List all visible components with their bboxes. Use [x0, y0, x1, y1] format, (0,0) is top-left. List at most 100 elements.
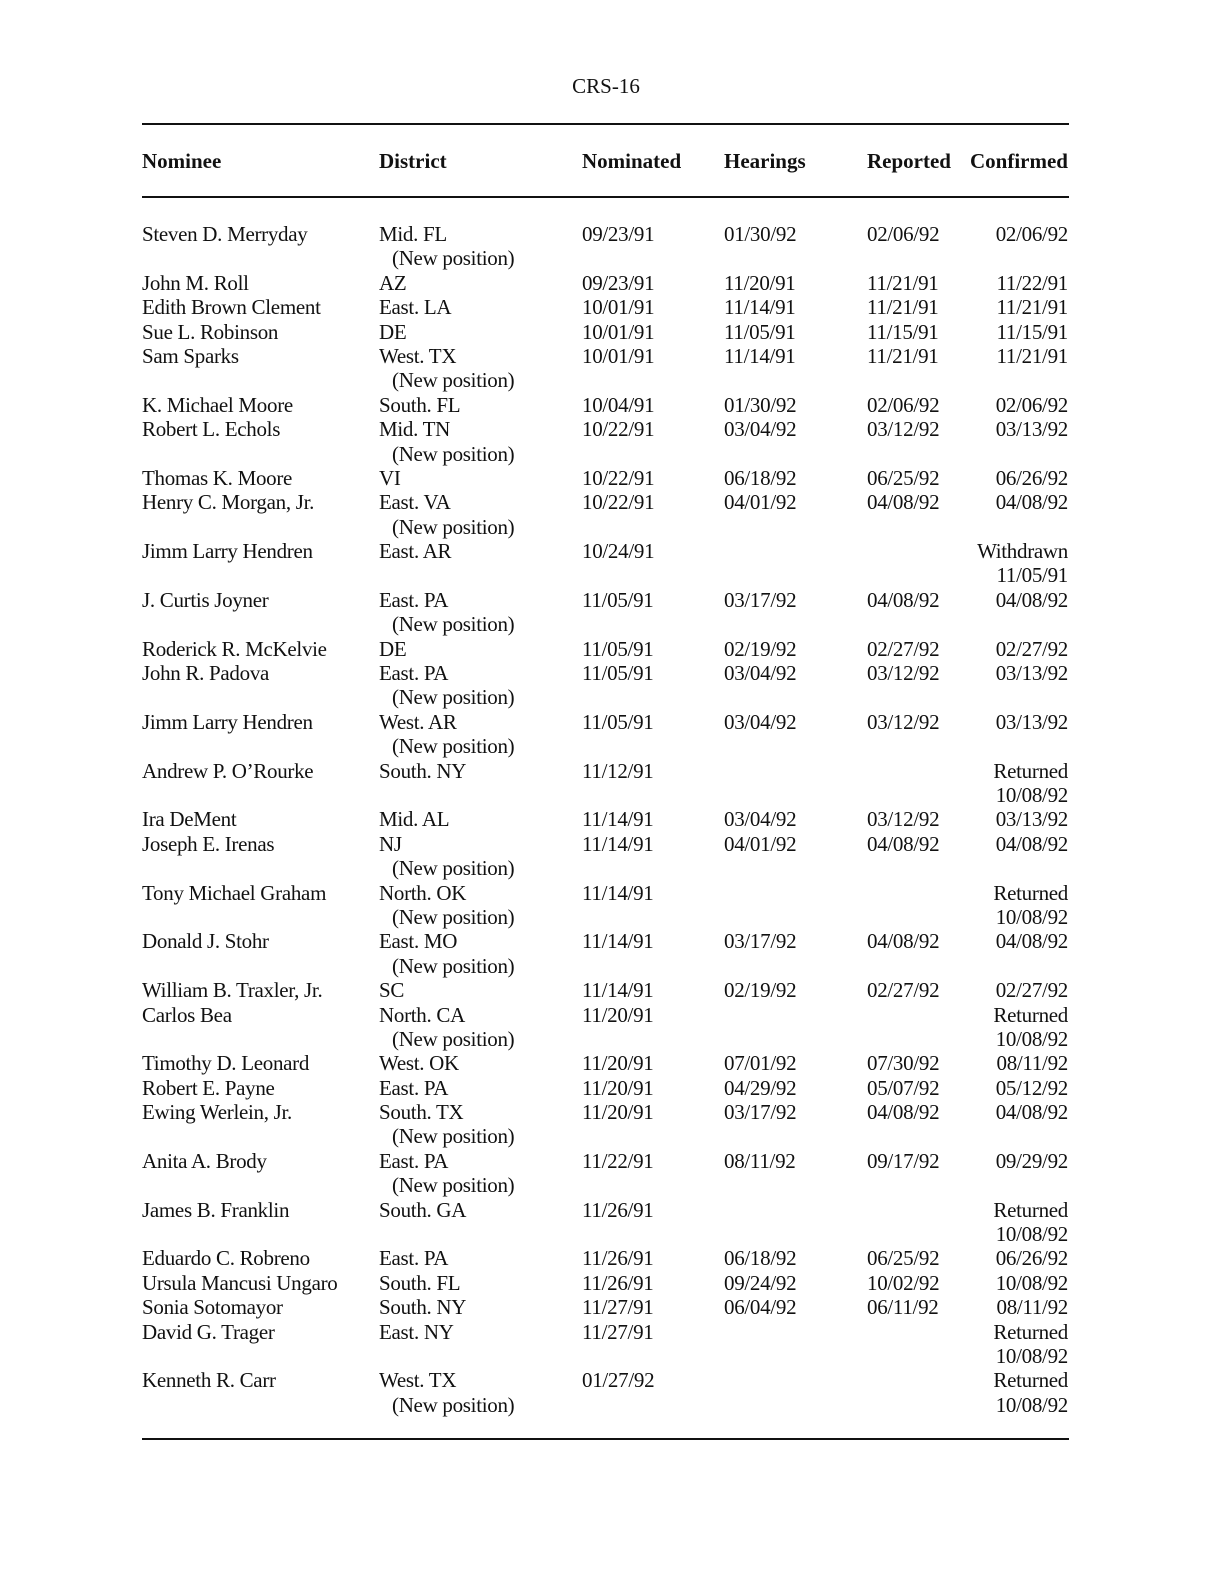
confirmed-status: Returned — [993, 1002, 1068, 1027]
table-row: J. Curtis Joyner East. PA 11/05/91 03/17/92… — [0, 588, 1224, 637]
table-row: Roderick R. McKelvie DE 11/05/91 02/19/92 02… — [0, 637, 1224, 661]
confirmed-status: 03/13/92 — [995, 807, 1069, 832]
table-row: Robert L. Echols Mid. TN 10/22/91 03/04/92 0… — [0, 417, 1224, 466]
table-row: Steven D. Merryday Mid. FL 09/23/91 01/30/9… — [0, 222, 1224, 271]
table-row: Edith Brown Clement East. LA 10/01/91 11/14… — [0, 295, 1224, 319]
hearings-date: 03/04/92 — [724, 661, 797, 686]
table-row: Thomas K. Moore VI 10/22/91 06/18/92 06/25/9… — [0, 466, 1224, 490]
nominee-name: Ira DeMent — [142, 807, 237, 832]
table-row: Kenneth R. Carr West. TX 01/27/92 Returned (… — [0, 1368, 1224, 1417]
top-rule — [142, 123, 1069, 125]
district: East. PA — [379, 1148, 449, 1173]
district: East. MO — [379, 929, 458, 954]
confirmed-status-date: 10/08/92 — [995, 1222, 1069, 1247]
nominated-date: 11/26/91 — [582, 1246, 654, 1271]
nominee-name: Sue L. Robinson — [142, 319, 279, 344]
confirmed-status: 10/08/92 — [995, 1270, 1069, 1295]
bottom-rule — [142, 1438, 1069, 1440]
hearings-date: 03/17/92 — [724, 1100, 797, 1125]
table-row: Robert E. Payne East. PA 11/20/91 04/29/92 0… — [0, 1076, 1224, 1100]
reported-date: 04/08/92 — [867, 587, 940, 612]
nominated-date: 10/22/91 — [582, 417, 655, 442]
table-row: David G. Trager East. NY 11/27/91 Returned 1… — [0, 1320, 1224, 1369]
table-row: John R. Padova East. PA 11/05/91 03/04/92 03… — [0, 661, 1224, 710]
hearings-date: 03/17/92 — [724, 929, 797, 954]
confirmed-status: 04/08/92 — [995, 831, 1069, 856]
table-row: Ewing Werlein, Jr. South. TX 11/20/91 03/17… — [0, 1100, 1224, 1149]
header-nominated: Nominated — [582, 149, 682, 173]
district: South. FL — [379, 392, 461, 417]
district: NJ — [379, 831, 402, 856]
district: West. AR — [379, 709, 457, 734]
table-row: Sonia Sotomayor South. NY 11/27/91 06/04/92… — [0, 1295, 1224, 1319]
district: East. PA — [379, 1246, 449, 1271]
position-note: (New position) — [392, 612, 515, 637]
nominee-name: Carlos Bea — [142, 1002, 232, 1027]
confirmed-status: 11/22/91 — [996, 270, 1069, 295]
nominee-name: J. Curtis Joyner — [142, 587, 269, 612]
nominee-name: Andrew P. O’Rourke — [142, 758, 314, 783]
district: AZ — [379, 270, 407, 295]
district: Mid. AL — [379, 807, 450, 832]
nominated-date: 10/01/91 — [582, 295, 655, 320]
confirmed-status: 02/27/92 — [995, 978, 1069, 1003]
reported-date: 09/17/92 — [867, 1148, 940, 1173]
district: North. OK — [379, 880, 467, 905]
district: East. AR — [379, 539, 452, 564]
table-row: Ira DeMent Mid. AL 11/14/91 03/04/92 03/12/9… — [0, 807, 1224, 831]
district: Mid. TN — [379, 417, 451, 442]
district: DE — [379, 636, 407, 661]
hearings-date: 06/18/92 — [724, 465, 797, 490]
nominee-name: K. Michael Moore — [142, 392, 293, 417]
nominee-name: Timothy D. Leonard — [142, 1051, 310, 1076]
reported-date: 11/15/91 — [867, 319, 939, 344]
confirmed-status: 08/11/92 — [996, 1051, 1069, 1076]
nominated-date: 11/05/91 — [582, 661, 654, 686]
nominee-name: Kenneth R. Carr — [142, 1368, 276, 1393]
nominee-name: William B. Traxler, Jr. — [142, 978, 323, 1003]
nominated-date: 11/14/91 — [582, 929, 654, 954]
position-note: (New position) — [392, 368, 515, 393]
reported-date: 06/11/92 — [867, 1295, 939, 1320]
reported-date: 06/25/92 — [867, 465, 940, 490]
table-row: James B. Franklin South. GA 11/26/91 Return… — [0, 1198, 1224, 1247]
table-row: Ursula Mancusi Ungaro South. FL 11/26/91 09… — [0, 1271, 1224, 1295]
district: South. GA — [379, 1197, 467, 1222]
reported-date: 11/21/91 — [867, 343, 939, 368]
confirmed-status-date: 10/08/92 — [995, 1026, 1069, 1051]
nominated-date: 11/26/91 — [582, 1197, 654, 1222]
header-hearings: Hearings — [724, 149, 806, 173]
reported-date: 11/21/91 — [867, 270, 939, 295]
hearings-date: 11/14/91 — [724, 295, 796, 320]
confirmed-status: 04/08/92 — [995, 587, 1069, 612]
confirmed-status: Returned — [993, 758, 1068, 783]
table-row: William B. Traxler, Jr. SC 11/14/91 02/19/9… — [0, 978, 1224, 1002]
nominated-date: 11/22/91 — [582, 1148, 654, 1173]
nominee-name: Steven D. Merryday — [142, 222, 308, 246]
reported-date: 04/08/92 — [867, 1100, 940, 1125]
table-row: Jimm Larry Hendren West. AR 11/05/91 03/04/… — [0, 710, 1224, 759]
hearings-date: 02/19/92 — [724, 636, 797, 661]
reported-date: 02/27/92 — [867, 636, 940, 661]
district: West. OK — [379, 1051, 459, 1076]
confirmed-status: 03/13/92 — [995, 661, 1069, 686]
district: DE — [379, 319, 407, 344]
confirmed-status: 02/27/92 — [995, 636, 1069, 661]
confirmed-status: Returned — [993, 880, 1068, 905]
reported-date: 04/08/92 — [867, 490, 940, 515]
table-row: Henry C. Morgan, Jr. East. VA 10/22/91 04/0… — [0, 490, 1224, 539]
confirmed-status: 06/26/92 — [995, 1246, 1069, 1271]
nominated-date: 11/27/91 — [582, 1295, 654, 1320]
nominee-name: David G. Trager — [142, 1319, 275, 1344]
position-note: (New position) — [392, 734, 515, 759]
hearings-date: 04/29/92 — [724, 1075, 797, 1100]
nominated-date: 11/20/91 — [582, 1051, 654, 1076]
header-nominee: Nominee — [142, 149, 222, 173]
nominee-name: Joseph E. Irenas — [142, 831, 275, 856]
nominee-name: Donald J. Stohr — [142, 929, 269, 954]
district: East. PA — [379, 587, 449, 612]
reported-date: 02/06/92 — [867, 392, 940, 417]
position-note: (New position) — [392, 441, 515, 466]
confirmed-status: Returned — [993, 1319, 1068, 1344]
reported-date: 03/12/92 — [867, 661, 940, 686]
